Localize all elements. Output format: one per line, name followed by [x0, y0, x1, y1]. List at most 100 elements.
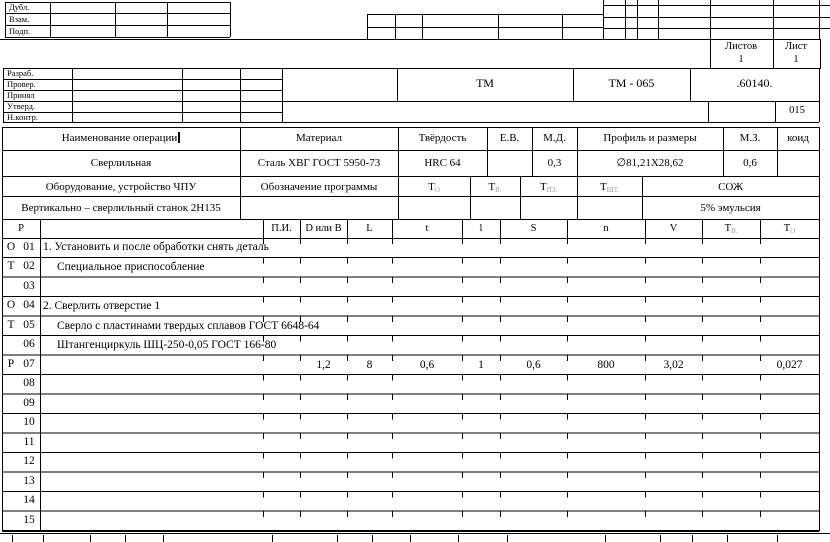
column-tick-line	[263, 238, 264, 518]
row-text[interactable]: 1. Установить и после обработки снять де…	[43, 241, 269, 253]
stamp-label-vzam: Взам.	[9, 14, 30, 24]
row-text[interactable]: Сверло с пластинами твердых сплавов ГОСТ…	[57, 320, 320, 332]
line	[507, 535, 508, 542]
row-code: Р	[7, 358, 15, 370]
material-label: Материал	[296, 132, 342, 144]
line	[3, 68, 819, 69]
row-number: 14	[23, 494, 35, 506]
sheet-number-value[interactable]: 1	[793, 54, 799, 65]
row-code: Т	[7, 260, 15, 272]
line	[500, 219, 501, 238]
line	[3, 68, 4, 122]
time-to-label: ТО	[428, 181, 440, 194]
stamp-label-podp: Подп.	[9, 26, 31, 36]
cell-l-value[interactable]: 1	[478, 359, 484, 371]
line	[367, 27, 603, 28]
row-text[interactable]: Специальное приспособление	[57, 261, 205, 273]
operation-name-value[interactable]: Сверлильная	[90, 157, 152, 169]
line	[230, 2, 231, 37]
line	[3, 79, 282, 80]
org-code[interactable]: ТМ	[476, 76, 494, 90]
cell-L-value[interactable]: 8	[366, 359, 373, 371]
col-header-t: t	[425, 223, 429, 234]
hardness-value[interactable]: HRC 64	[424, 157, 461, 169]
part-code[interactable]: .60140.	[736, 76, 773, 90]
row-number: 06	[23, 338, 35, 350]
line	[0, 39, 819, 40]
line	[367, 14, 368, 39]
time-tv-label: ТВ.	[488, 181, 502, 194]
row-code: О	[6, 299, 16, 311]
line	[2, 196, 819, 197]
cell-V-value[interactable]: 3,02	[663, 359, 684, 371]
col-header-to: ТО	[783, 223, 796, 235]
line	[603, 17, 830, 18]
line	[819, 127, 820, 219]
line	[398, 127, 399, 219]
line	[2, 238, 819, 239]
col-header-p: Р	[18, 223, 24, 234]
line	[272, 535, 273, 542]
line	[167, 2, 168, 37]
operation-number[interactable]: 015	[789, 105, 805, 116]
column-tick-line	[300, 238, 301, 518]
line	[603, 0, 604, 39]
signature-label-prinyal: Принял	[7, 90, 35, 100]
line	[2, 219, 819, 220]
row-code: Т	[7, 319, 15, 331]
material-value[interactable]: Сталь ХВГ ГОСТ 5950-73	[257, 157, 381, 169]
line	[470, 176, 471, 219]
line	[690, 68, 691, 101]
mz-value[interactable]: 0,6	[743, 157, 757, 169]
line	[5, 37, 230, 38]
coolant-value[interactable]: 5% эмульсия	[700, 202, 761, 214]
text-cursor	[178, 132, 181, 143]
line	[645, 219, 646, 238]
program-label: Обозначение программы	[260, 181, 378, 193]
sheet-number-label: Лист	[785, 41, 807, 52]
profile-value[interactable]: ∅81,21Х28,62	[616, 157, 684, 169]
line	[625, 0, 626, 39]
md-label: М.Д.	[543, 132, 566, 144]
cell-t-value[interactable]: 0,6	[419, 359, 435, 371]
cell-n-value[interactable]: 800	[597, 359, 615, 371]
hardness-label: Твёрдость	[418, 132, 467, 144]
line	[462, 219, 463, 238]
row-number: 12	[23, 455, 35, 467]
sheets-total-value[interactable]: 1	[738, 54, 744, 65]
line	[282, 68, 283, 122]
row-text[interactable]: Штангенциркуль ШЦ-250-0,05 ГОСТ 166-80	[57, 339, 277, 351]
equipment-value[interactable]: Вертикально – сверлильный станок 2Н135	[21, 202, 221, 214]
row-number: 08	[23, 377, 35, 389]
line	[300, 219, 301, 238]
line	[605, 535, 606, 542]
column-tick-line	[462, 238, 463, 518]
line	[819, 0, 820, 39]
unit-label: Е.В.	[499, 132, 520, 144]
line	[3, 122, 819, 123]
line	[603, 28, 830, 29]
line	[410, 535, 411, 542]
column-tick-line	[760, 238, 761, 518]
row-number: 09	[23, 397, 35, 409]
line	[819, 68, 820, 122]
col-header-n: n	[603, 223, 609, 234]
line	[347, 219, 348, 238]
line	[2, 127, 819, 128]
row-number: 13	[23, 475, 35, 487]
line	[567, 219, 568, 238]
line	[5, 13, 230, 14]
sheets-total-label: Листов	[724, 41, 758, 52]
md-value[interactable]: 0,3	[547, 157, 562, 169]
row-number: 11	[23, 436, 35, 448]
line	[498, 14, 499, 39]
line	[573, 68, 574, 101]
cell-d-value[interactable]: 1,2	[316, 359, 331, 371]
column-tick-line	[392, 238, 393, 518]
row-text[interactable]: 2. Сверлить отверстие 1	[43, 300, 161, 312]
cell-to-value[interactable]: 0,027	[776, 359, 803, 371]
cell-S-value[interactable]: 0,6	[526, 359, 541, 371]
line	[2, 176, 819, 177]
doc-code[interactable]: ТМ - 065	[608, 76, 655, 90]
